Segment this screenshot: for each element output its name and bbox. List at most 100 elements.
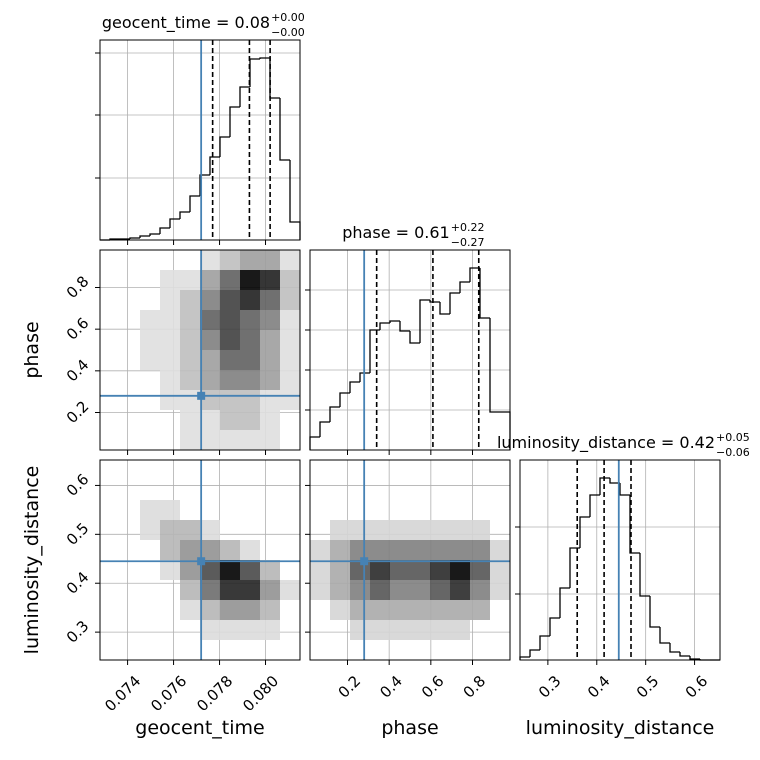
density-cell xyxy=(390,540,410,560)
density-cell xyxy=(280,410,300,430)
density-cell xyxy=(240,290,260,310)
hist-step xyxy=(429,300,440,303)
density-cell xyxy=(180,270,200,290)
hist-step xyxy=(399,321,410,332)
density-cell xyxy=(140,270,160,290)
density-cell xyxy=(120,250,140,270)
density-cell xyxy=(160,460,180,480)
density-cell xyxy=(310,560,330,580)
density-cell xyxy=(100,290,120,310)
density-cell xyxy=(410,460,430,480)
y-axis-label: phase xyxy=(21,321,43,378)
hist-step xyxy=(689,656,700,660)
density-cell xyxy=(100,600,120,620)
density-cell xyxy=(180,500,200,520)
density-cell xyxy=(200,600,220,620)
density-cell xyxy=(410,560,430,580)
density-cell xyxy=(450,540,470,560)
density-cell xyxy=(140,350,160,370)
x-tick-label: 0.074 xyxy=(101,672,144,715)
density-cell xyxy=(180,330,200,350)
density-cell xyxy=(160,330,180,350)
density-cell xyxy=(260,480,280,500)
density-cell xyxy=(120,600,140,620)
hist-step xyxy=(679,652,690,657)
density-cell xyxy=(100,580,120,600)
density-cell xyxy=(220,250,240,270)
density-cell xyxy=(120,370,140,390)
density-cell xyxy=(310,460,330,480)
density-cell xyxy=(430,480,450,500)
density-cell xyxy=(370,460,390,480)
density-cell xyxy=(100,620,120,640)
density-cell xyxy=(260,330,280,350)
density-cell xyxy=(220,310,240,330)
density-cell xyxy=(280,290,300,310)
density-cell xyxy=(350,580,370,600)
density-cell xyxy=(180,350,200,370)
title-upper: +0.00 xyxy=(271,11,305,24)
density-cell xyxy=(490,580,510,600)
density-cell xyxy=(140,410,160,430)
density-cell xyxy=(120,310,140,330)
density-cell xyxy=(100,640,120,660)
density-cell xyxy=(260,270,280,290)
density-cell xyxy=(180,480,200,500)
density-cell xyxy=(490,600,510,620)
density-cell xyxy=(220,540,240,560)
density-cell xyxy=(430,640,450,660)
hist-step xyxy=(209,156,220,175)
density-cell xyxy=(280,370,300,390)
y-tick-label: 0.6 xyxy=(63,470,93,500)
density-cell xyxy=(240,270,260,290)
hist-step xyxy=(579,516,590,548)
density-cell xyxy=(260,520,280,540)
density-cell xyxy=(180,620,200,640)
density-cell xyxy=(160,600,180,620)
density-cell xyxy=(450,600,470,620)
hist-step xyxy=(189,195,200,212)
density-cell xyxy=(120,640,140,660)
density-cell xyxy=(100,500,120,520)
density-cell xyxy=(120,500,140,520)
density-cell xyxy=(120,350,140,370)
density-cell xyxy=(430,600,450,620)
density-cell xyxy=(220,270,240,290)
truth-marker xyxy=(360,557,369,566)
density-cell xyxy=(330,620,350,640)
density-cell xyxy=(260,600,280,620)
density-cell xyxy=(100,370,120,390)
hist-step xyxy=(309,436,320,450)
density-cell xyxy=(160,390,180,410)
density-cell xyxy=(120,560,140,580)
y-tick-label: 0.4 xyxy=(63,356,93,386)
hist-step xyxy=(539,635,550,650)
hist-step xyxy=(469,267,480,282)
density-cell xyxy=(430,560,450,580)
density-cell xyxy=(200,640,220,660)
density-cell xyxy=(160,250,180,270)
density-cell xyxy=(260,460,280,480)
density-cell xyxy=(280,560,300,580)
density-cell xyxy=(200,500,220,520)
density-cell xyxy=(140,560,160,580)
density-cell xyxy=(260,540,280,560)
panel-frame xyxy=(309,459,511,661)
density-cell xyxy=(310,600,330,620)
density-cell xyxy=(470,480,490,500)
hist-step xyxy=(349,381,360,393)
density-cell xyxy=(430,460,450,480)
density-cell xyxy=(120,270,140,290)
density-cell xyxy=(240,620,260,640)
density-cell xyxy=(490,620,510,640)
hist-step xyxy=(549,617,560,636)
density-cell xyxy=(470,580,490,600)
panel-title: phase = 0.61 xyxy=(342,223,449,242)
density-cell xyxy=(160,580,180,600)
density-cell xyxy=(410,600,430,620)
y-tick-label: 0.6 xyxy=(63,314,93,344)
density-cell xyxy=(260,560,280,580)
density-cell xyxy=(200,540,220,560)
hist-step xyxy=(249,58,260,87)
density-cell xyxy=(120,520,140,540)
